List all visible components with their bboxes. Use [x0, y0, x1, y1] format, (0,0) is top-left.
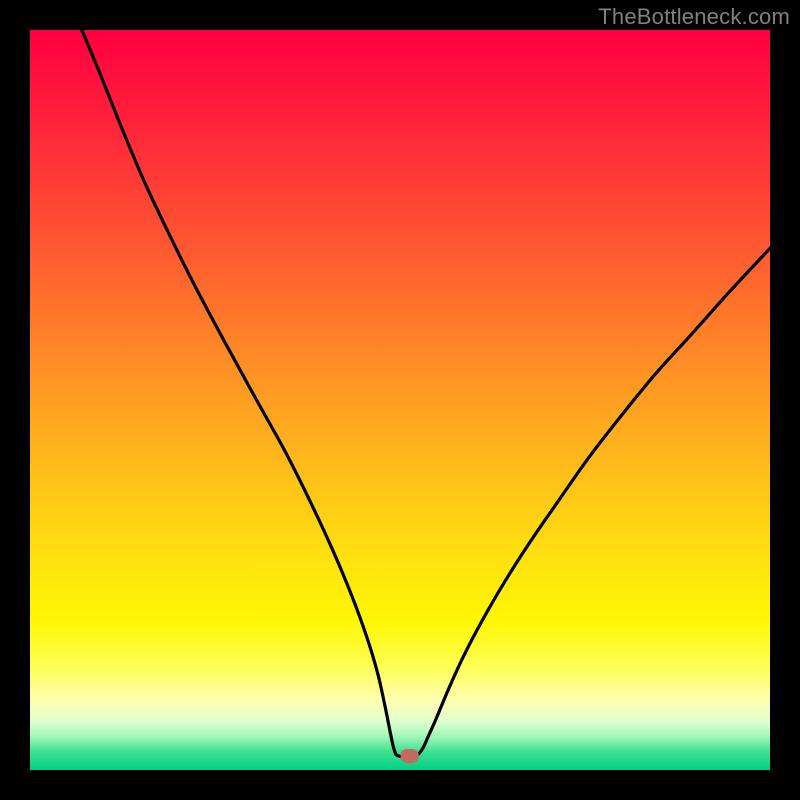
chart-stage: TheBottleneck.com: [0, 0, 800, 800]
watermark-text: TheBottleneck.com: [598, 4, 790, 30]
bottleneck-chart: [0, 0, 800, 800]
gradient-plot-area: [30, 30, 770, 770]
optimum-marker: [401, 749, 419, 763]
